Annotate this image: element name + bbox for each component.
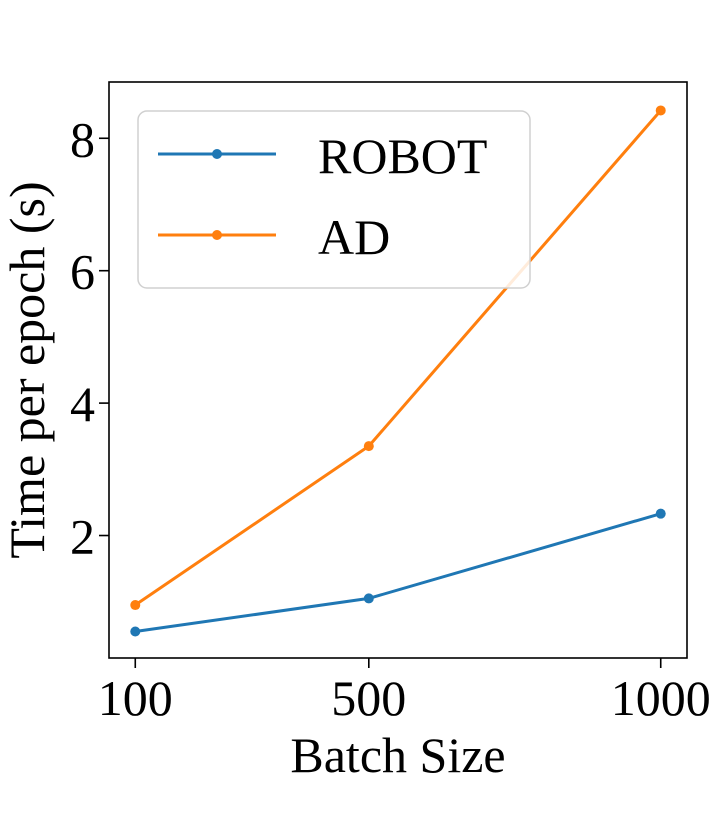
- data-point-robot-2: [655, 508, 666, 519]
- plot-frame: [108, 81, 688, 659]
- legend-label-robot: ROBOT: [318, 128, 487, 184]
- x-tick-label-0: 100: [98, 670, 173, 726]
- x-tick-label-2: 1000: [611, 670, 711, 726]
- y-axis-label: Time per epoch (s): [0, 181, 55, 558]
- data-point-ad-1: [363, 441, 374, 452]
- x-axis-label: Batch Size: [290, 727, 505, 783]
- series-layer: [130, 105, 666, 637]
- data-point-ad-2: [655, 105, 666, 116]
- x-tick-label-1: 500: [331, 670, 406, 726]
- x-axis-ticks: 100 500 1000: [98, 658, 711, 726]
- legend: ROBOT AD: [137, 110, 531, 289]
- legend-label-ad: AD: [318, 209, 390, 265]
- legend-marker-robot: [212, 149, 222, 159]
- y-tick-label-2: 6: [70, 244, 95, 300]
- series-line-robot: [135, 512, 662, 634]
- data-point-robot-0: [130, 626, 141, 637]
- data-point-ad-0: [130, 600, 141, 611]
- plot-area: [108, 81, 688, 659]
- y-axis-ticks: 2 4 6 8: [70, 111, 109, 565]
- y-tick-label-3: 8: [70, 111, 95, 167]
- y-tick-label-0: 2: [70, 509, 95, 565]
- y-tick-label-1: 4: [70, 376, 95, 432]
- data-point-robot-1: [363, 593, 374, 604]
- legend-marker-ad: [212, 230, 222, 240]
